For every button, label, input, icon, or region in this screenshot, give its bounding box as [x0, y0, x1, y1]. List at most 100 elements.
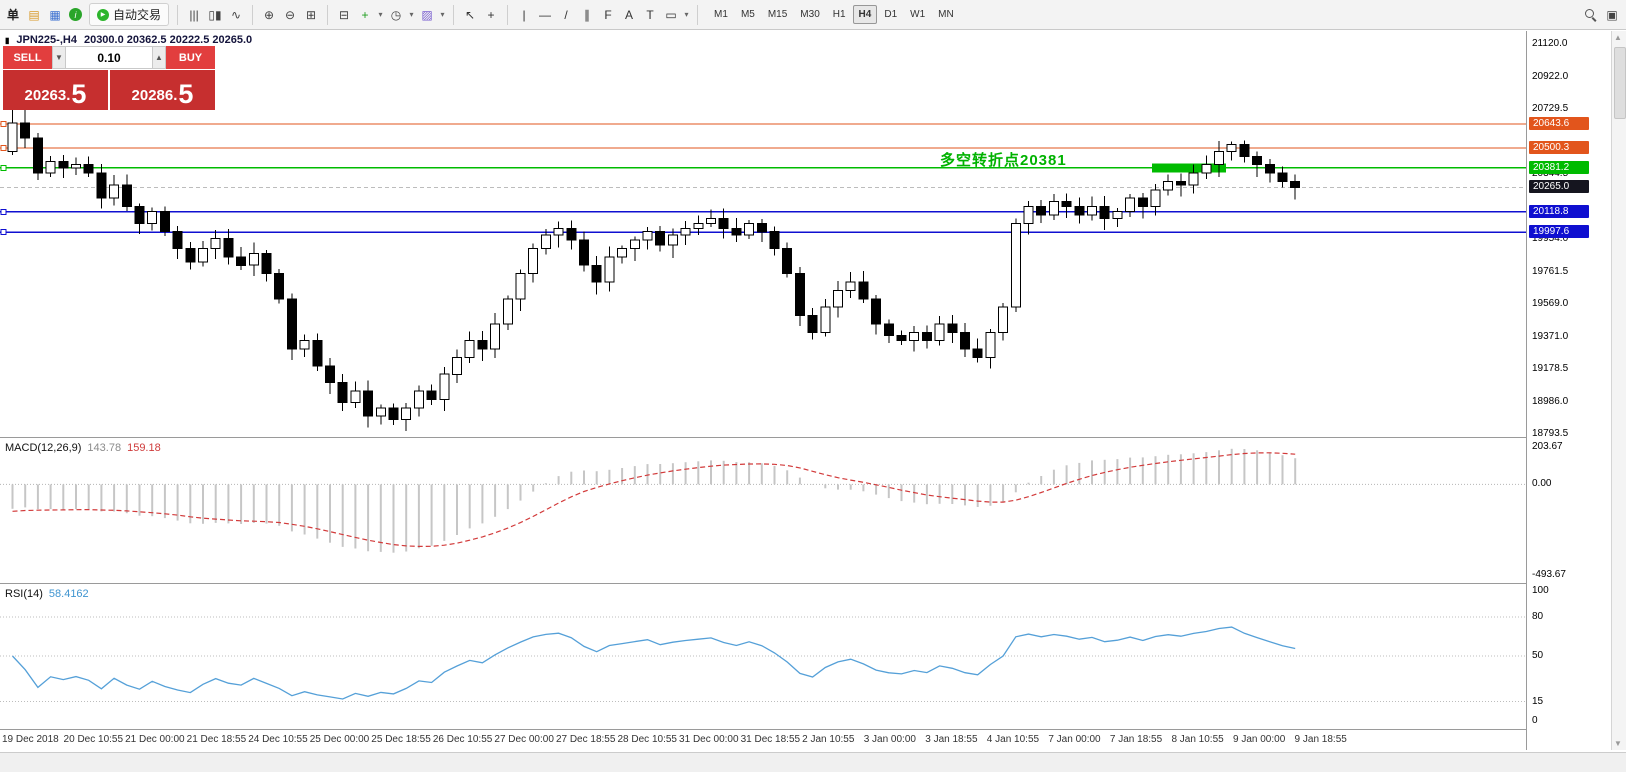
- price-tag: 20265.0: [1529, 180, 1589, 194]
- indicators-icon[interactable]: +: [361, 7, 369, 22]
- text-icon[interactable]: A: [625, 7, 634, 22]
- new-order-icon[interactable]: ▤: [28, 7, 40, 22]
- one-click-trading-panel: SELL ▼ 0.10 ▲ BUY 20263. 5 20286. 5: [3, 46, 215, 110]
- time-label: 9 Jan 18:55: [1294, 734, 1347, 745]
- cascade-windows-icon[interactable]: ⊟: [339, 7, 350, 22]
- bottom-strip: [0, 752, 1626, 772]
- tile-windows-icon[interactable]: ⊞: [306, 7, 317, 22]
- buy-button[interactable]: BUY: [166, 46, 215, 69]
- shapes-icon[interactable]: ▭: [665, 7, 677, 22]
- price-tick-label: 0: [1532, 715, 1538, 726]
- macd-name: MACD(12,26,9): [5, 442, 82, 454]
- price-tick-label: 18793.5: [1532, 428, 1569, 439]
- timeframe-d1[interactable]: D1: [878, 5, 903, 24]
- panel-divider[interactable]: [0, 437, 1626, 438]
- toolbar-group-chart-types: ||| ▯▮ ∿: [184, 5, 246, 25]
- timeframe-m5[interactable]: M5: [735, 5, 761, 24]
- macd-main-value: 143.78: [87, 442, 122, 454]
- volume-decrease-button[interactable]: ▼: [52, 46, 66, 69]
- scrollbar-thumb[interactable]: [1614, 47, 1626, 119]
- toolbar-separator: [453, 4, 455, 25]
- buy-price-display[interactable]: 20286. 5: [110, 70, 215, 110]
- zoom-in-icon[interactable]: ⊕: [264, 7, 275, 22]
- chevron-down-icon[interactable]: ▾: [378, 10, 383, 19]
- sell-price-pip: 5: [71, 79, 87, 110]
- candlestick-chart-icon[interactable]: ▯▮: [208, 7, 222, 22]
- sell-price: 20263.: [24, 87, 71, 104]
- timeframe-m15[interactable]: M15: [762, 5, 793, 24]
- macd-panel[interactable]: [0, 438, 1526, 583]
- toolbar-separator: [177, 4, 179, 25]
- fibonacci-icon[interactable]: F: [604, 7, 612, 22]
- price-tick-label: 19371.0: [1532, 331, 1569, 343]
- bar-chart-icon[interactable]: |||: [189, 7, 199, 22]
- rsi-name: RSI(14): [5, 588, 43, 600]
- time-label: 25 Dec 00:00: [309, 734, 370, 745]
- toolbar-separator: [697, 4, 699, 25]
- time-label: 7 Jan 00:00: [1048, 734, 1101, 745]
- play-icon: ▶: [97, 8, 110, 21]
- volume-increase-button[interactable]: ▲: [152, 46, 166, 69]
- time-label: 19 Dec 2018: [2, 734, 59, 745]
- timeframe-m1[interactable]: M1: [708, 5, 734, 24]
- chevron-down-icon[interactable]: ▾: [684, 10, 689, 19]
- periods-icon[interactable]: ◷: [390, 7, 402, 22]
- ohlc-values: 20300.0 20362.5 20222.5 20265.0: [83, 34, 253, 46]
- autotrading-button[interactable]: ▶ 自动交易: [89, 3, 170, 26]
- time-label: 24 Dec 10:55: [248, 734, 308, 745]
- cursor-icon[interactable]: ↖: [465, 7, 476, 22]
- price-tag: 20500.3: [1529, 140, 1589, 154]
- label-icon[interactable]: T: [646, 7, 654, 22]
- timeframe-h1[interactable]: H1: [827, 5, 852, 24]
- trendline-icon[interactable]: /: [564, 7, 568, 22]
- turning-point-annotation: 多空转折点20381: [940, 152, 1067, 169]
- chevron-down-icon[interactable]: ▾: [440, 10, 445, 19]
- toolbar-separator: [327, 4, 329, 25]
- price-tick-label: 18986.0: [1532, 395, 1569, 407]
- time-label: 7 Jan 18:55: [1109, 734, 1163, 745]
- scroll-down-icon[interactable]: ▼: [1614, 739, 1622, 748]
- sell-button[interactable]: SELL: [3, 46, 52, 69]
- vertical-line-icon[interactable]: |: [522, 7, 526, 22]
- scroll-up-icon[interactable]: ▲: [1614, 33, 1622, 42]
- chart-symbol-icon: ▮: [5, 35, 10, 45]
- price-tick-label: 20922.0: [1532, 71, 1569, 83]
- macd-label: MACD(12,26,9) 143.78 159.18: [5, 442, 161, 454]
- time-label: 3 Jan 18:55: [925, 734, 978, 745]
- crosshair-icon[interactable]: +: [487, 7, 495, 22]
- price-scale[interactable]: 21120.020922.020729.520344.519954.019761…: [1527, 31, 1611, 750]
- buy-price-pip: 5: [178, 79, 194, 110]
- rsi-panel[interactable]: [0, 584, 1526, 729]
- templates-icon[interactable]: ▨: [421, 7, 433, 22]
- search-icon[interactable]: [1581, 5, 1601, 25]
- toolbar-group-insert: ⊟ + ▾ ◷ ▾ ▨ ▾: [334, 5, 447, 25]
- time-axis[interactable]: 19 Dec 2018 20 Dec 10:55 21 Dec 00:00 21 De…: [0, 730, 1526, 751]
- volume-input[interactable]: 0.10: [66, 46, 152, 69]
- time-label: 8 Jan 10:55: [1171, 734, 1224, 745]
- timeframe-w1[interactable]: W1: [904, 5, 931, 24]
- timeframe-mn[interactable]: MN: [932, 5, 960, 24]
- chevron-down-icon[interactable]: ▾: [409, 10, 414, 19]
- time-label: 2 Jan 10:55: [802, 734, 855, 745]
- price-tick-label: 19954.0: [1532, 233, 1569, 245]
- price-tag: 20643.6: [1529, 116, 1589, 130]
- panel-divider[interactable]: [0, 583, 1626, 584]
- horizontal-line-icon[interactable]: —: [539, 7, 552, 22]
- scale-divider: [1526, 31, 1527, 750]
- line-chart-icon[interactable]: ∿: [231, 7, 242, 22]
- toolbar-group-left: ▤ ▦ i: [24, 5, 85, 25]
- main-price-chart[interactable]: [0, 31, 1526, 437]
- timeframe-m30[interactable]: M30: [794, 5, 825, 24]
- market-watch-icon[interactable]: ▦: [49, 7, 61, 22]
- price-tick-label: 15: [1532, 695, 1544, 707]
- equidistant-channel-icon[interactable]: ∥: [584, 7, 591, 22]
- timeframe-h4[interactable]: H4: [852, 5, 878, 24]
- macd-signal-value: 159.18: [127, 442, 161, 454]
- new-chart-icon[interactable]: ▣: [1606, 7, 1618, 22]
- vertical-scrollbar[interactable]: ▲ ▼: [1611, 31, 1626, 750]
- new-order-button[interactable]: 单: [7, 8, 20, 22]
- sell-price-display[interactable]: 20263. 5: [3, 70, 108, 110]
- info-icon[interactable]: i: [69, 8, 83, 21]
- zoom-out-icon[interactable]: ⊖: [285, 7, 296, 22]
